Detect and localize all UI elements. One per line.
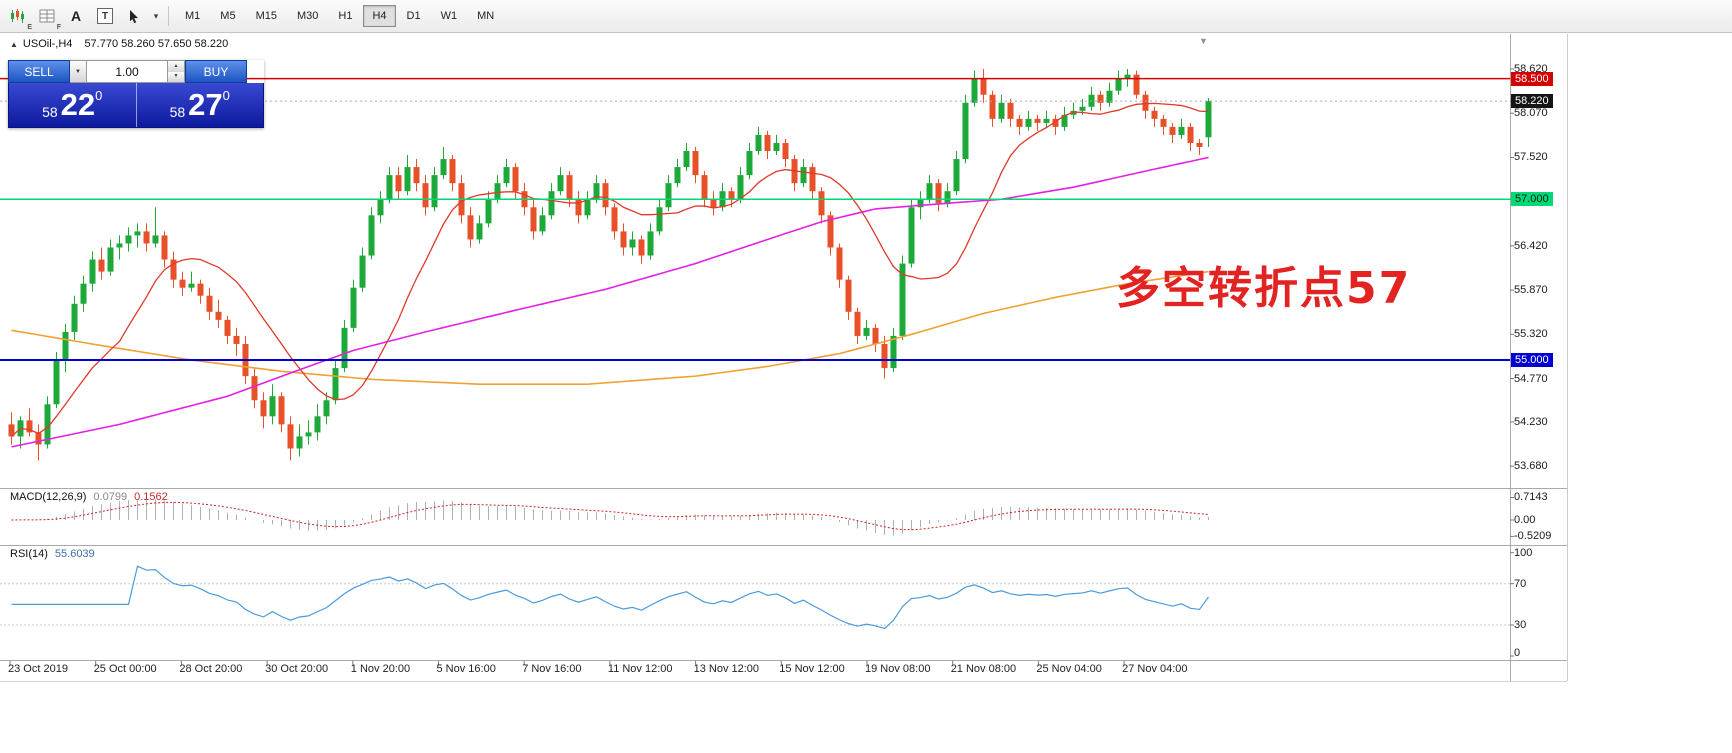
time-axis-label: 25 Oct 00:00: [93, 663, 157, 675]
chart-ohlc-values: 57.770 58.260 57.650 58.220: [84, 38, 229, 50]
price-axis-label: 58.070: [1514, 107, 1548, 120]
sell-button[interactable]: SELL: [8, 60, 70, 83]
buy-price[interactable]: 58 27 0: [137, 83, 264, 127]
charts-toolbar-button[interactable]: E: [5, 4, 32, 31]
timeframe-button-m15[interactable]: M15: [255, 10, 277, 22]
cursor-tool-button[interactable]: [121, 4, 147, 29]
toolbar-separator: [168, 6, 169, 26]
timeframe-button-mn[interactable]: MN: [477, 10, 495, 22]
text-label-button[interactable]: T: [92, 4, 118, 29]
time-axis-label: 25 Nov 04:00: [1036, 663, 1102, 675]
price-axis-label: 54.230: [1514, 415, 1548, 428]
buy-price-sup: 0: [222, 88, 230, 103]
time-axis-label: 19 Nov 08:00: [865, 663, 931, 675]
insert-text-button[interactable]: A: [63, 4, 89, 29]
timeframe-button-w1[interactable]: W1: [440, 10, 458, 22]
rsi-value: 55.6039: [54, 548, 95, 560]
price-axis-label: 53.680: [1514, 460, 1548, 473]
profiles-icon-badge: F: [56, 23, 61, 31]
trade-panel-controls: SELL ▼ ▲ ▼ BUY: [8, 60, 264, 83]
time-axis-label: 1 Nov 20:00: [350, 663, 411, 675]
chart-annotation-text[interactable]: 多空转折点57: [1116, 263, 1412, 314]
macd-axis-label: -0.5209: [1514, 530, 1552, 543]
volume-increase-button[interactable]: ▲: [168, 61, 184, 72]
price-axis-label: 55.870: [1514, 284, 1548, 297]
timeframe-toolbar: M1 M5 M15 M30 H1 H4 D1 W1 MN: [176, 5, 505, 27]
time-axis-label: 30 Oct 20:00: [265, 663, 329, 675]
price-axis-label: 58.220: [1511, 94, 1553, 109]
chevron-down-icon[interactable]: ▾: [153, 10, 159, 21]
timeframe-button-h4[interactable]: H4: [363, 5, 396, 27]
sell-price-small: 58: [42, 104, 58, 120]
time-axis-label: 5 Nov 16:00: [436, 663, 496, 675]
volume-dropdown-button[interactable]: ▼: [70, 60, 87, 83]
macd-main-value: 0.0799: [93, 491, 128, 503]
candlestick-chart-icon: [11, 8, 24, 23]
price-axis-label: 54.770: [1514, 372, 1548, 385]
chevron-down-icon: ▼: [75, 68, 81, 75]
timeframe-button-m5[interactable]: M5: [220, 10, 236, 22]
trade-panel-prices: 58 22 0 58 27 0: [8, 83, 264, 128]
macd-label: MACD(12,26,9) 0.0799 0.1562: [10, 491, 168, 503]
time-axis-label: 28 Oct 20:00: [179, 663, 243, 675]
price-axis-label: 55.000: [1511, 353, 1553, 368]
time-axis-label: 13 Nov 12:00: [693, 663, 760, 675]
timeframe-button-m1[interactable]: M1: [185, 10, 201, 22]
macd-axis-label: 0.00: [1514, 514, 1536, 526]
volume-input[interactable]: [87, 60, 168, 83]
rsi-axis-label: 30: [1514, 619, 1527, 631]
arrow-down-icon: ▼: [173, 73, 179, 80]
price-axis-label: 55.320: [1514, 328, 1548, 341]
volume-stepper: ▲ ▼: [168, 60, 185, 83]
time-axis-label: 21 Nov 08:00: [950, 663, 1017, 675]
buy-price-main: 27: [188, 87, 223, 122]
text-label-icon: T: [97, 8, 113, 24]
rsi-axis-label: 70: [1514, 577, 1527, 590]
price-axis-label: 56.420: [1514, 239, 1548, 252]
chart-shift-marker-icon[interactable]: ▼: [1199, 36, 1208, 46]
timeframe-button-h1[interactable]: H1: [338, 10, 353, 22]
rsi-name: RSI(14): [10, 548, 48, 560]
buy-button[interactable]: BUY: [185, 60, 247, 83]
timeframe-button-d1[interactable]: D1: [406, 10, 421, 22]
price-axis-label: 58.500: [1511, 71, 1553, 86]
rsi-axis-label: 100: [1514, 546, 1533, 559]
macd-signal-value: 0.1562: [134, 491, 168, 503]
profiles-toolbar-button[interactable]: F: [34, 4, 61, 31]
macd-name: MACD(12,26,9): [10, 491, 87, 503]
sell-price[interactable]: 58 22 0: [9, 83, 136, 127]
cursor-arrow-icon: [130, 9, 138, 23]
volume-decrease-button[interactable]: ▼: [168, 71, 184, 82]
time-axis-label: 27 Nov 04:00: [1122, 663, 1188, 675]
timeframe-button-m30[interactable]: M30: [296, 10, 319, 22]
time-axis-label: 11 Nov 12:00: [607, 663, 673, 675]
rsi-axis-label: 0: [1514, 647, 1521, 659]
rsi-label: RSI(14) 55.6039: [10, 548, 95, 560]
toolbar: E F A T ▾ M1 M5 M15 M30 H1 H4 D1 W1 MN: [0, 0, 1732, 33]
macd-axis-label: 0.7143: [1514, 491, 1548, 504]
price-axis-label: 57.000: [1511, 192, 1553, 207]
chart-header: ▲ USOil-,H4 57.770 58.260 57.650 58.220: [10, 38, 228, 50]
time-axis-label: 7 Nov 16:00: [522, 663, 582, 675]
price-divider: [135, 83, 137, 127]
arrow-up-icon: ▲: [173, 62, 179, 69]
text-a-icon: A: [70, 8, 82, 24]
sell-price-main: 22: [60, 87, 96, 122]
charts-icon-badge: E: [27, 23, 32, 31]
chart-symbol-period: USOil-,H4: [22, 38, 73, 50]
buy-price-small: 58: [169, 104, 186, 120]
price-axis-label: 57.520: [1514, 151, 1548, 164]
profiles-grid-icon: [39, 9, 55, 23]
sell-price-sup: 0: [95, 88, 103, 103]
time-axis-label: 15 Nov 12:00: [779, 663, 845, 675]
collapse-panel-icon[interactable]: ▲: [10, 40, 18, 49]
time-axis-label: 23 Oct 2019: [8, 663, 68, 675]
